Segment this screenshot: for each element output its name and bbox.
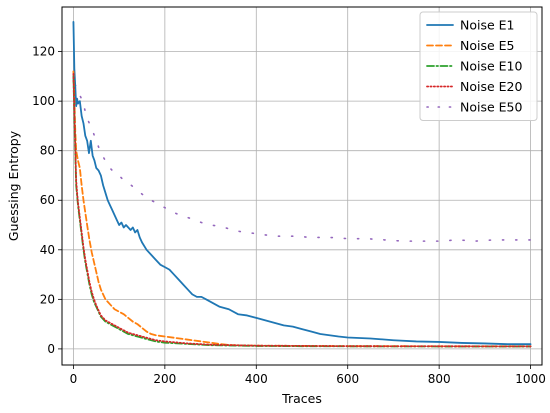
y-tick-label: 0 — [47, 342, 55, 356]
y-tick-label: 100 — [32, 94, 55, 108]
series-line-noise-e50 — [72, 70, 532, 242]
legend: Noise E1 Noise E5 Noise E10 Noise E20 Noise … — [419, 11, 538, 121]
axis-ticks: 0 200 400 600 800 1000 0 20 40 60 80 100 120 — [32, 45, 546, 386]
x-tick-label: 800 — [428, 372, 451, 386]
x-tick-label: 600 — [336, 372, 359, 386]
x-tick-label: 200 — [153, 372, 176, 386]
series-line-noise-e20 — [72, 72, 532, 348]
legend-label: Noise E50 — [460, 100, 522, 115]
y-tick-label: 80 — [40, 144, 55, 158]
legend-label: Noise E1 — [460, 18, 515, 33]
y-tick-label: 120 — [32, 45, 55, 59]
x-tick-label: 1000 — [515, 372, 546, 386]
y-tick-label: 60 — [40, 193, 55, 207]
x-axis-label: Traces — [281, 391, 322, 406]
y-axis-label: Guessing Entropy — [6, 130, 21, 241]
y-tick-label: 20 — [40, 292, 55, 306]
series-line-noise-e1 — [72, 20, 532, 346]
legend-label: Noise E20 — [460, 79, 522, 94]
plot-frame — [61, 6, 543, 366]
legend-box — [419, 11, 538, 121]
x-tick-label: 0 — [70, 372, 78, 386]
legend-label: Noise E5 — [460, 38, 515, 53]
y-tick-label: 40 — [40, 243, 55, 257]
legend-label: Noise E10 — [460, 59, 522, 74]
plot-area — [72, 20, 532, 348]
x-tick-label: 400 — [245, 372, 268, 386]
